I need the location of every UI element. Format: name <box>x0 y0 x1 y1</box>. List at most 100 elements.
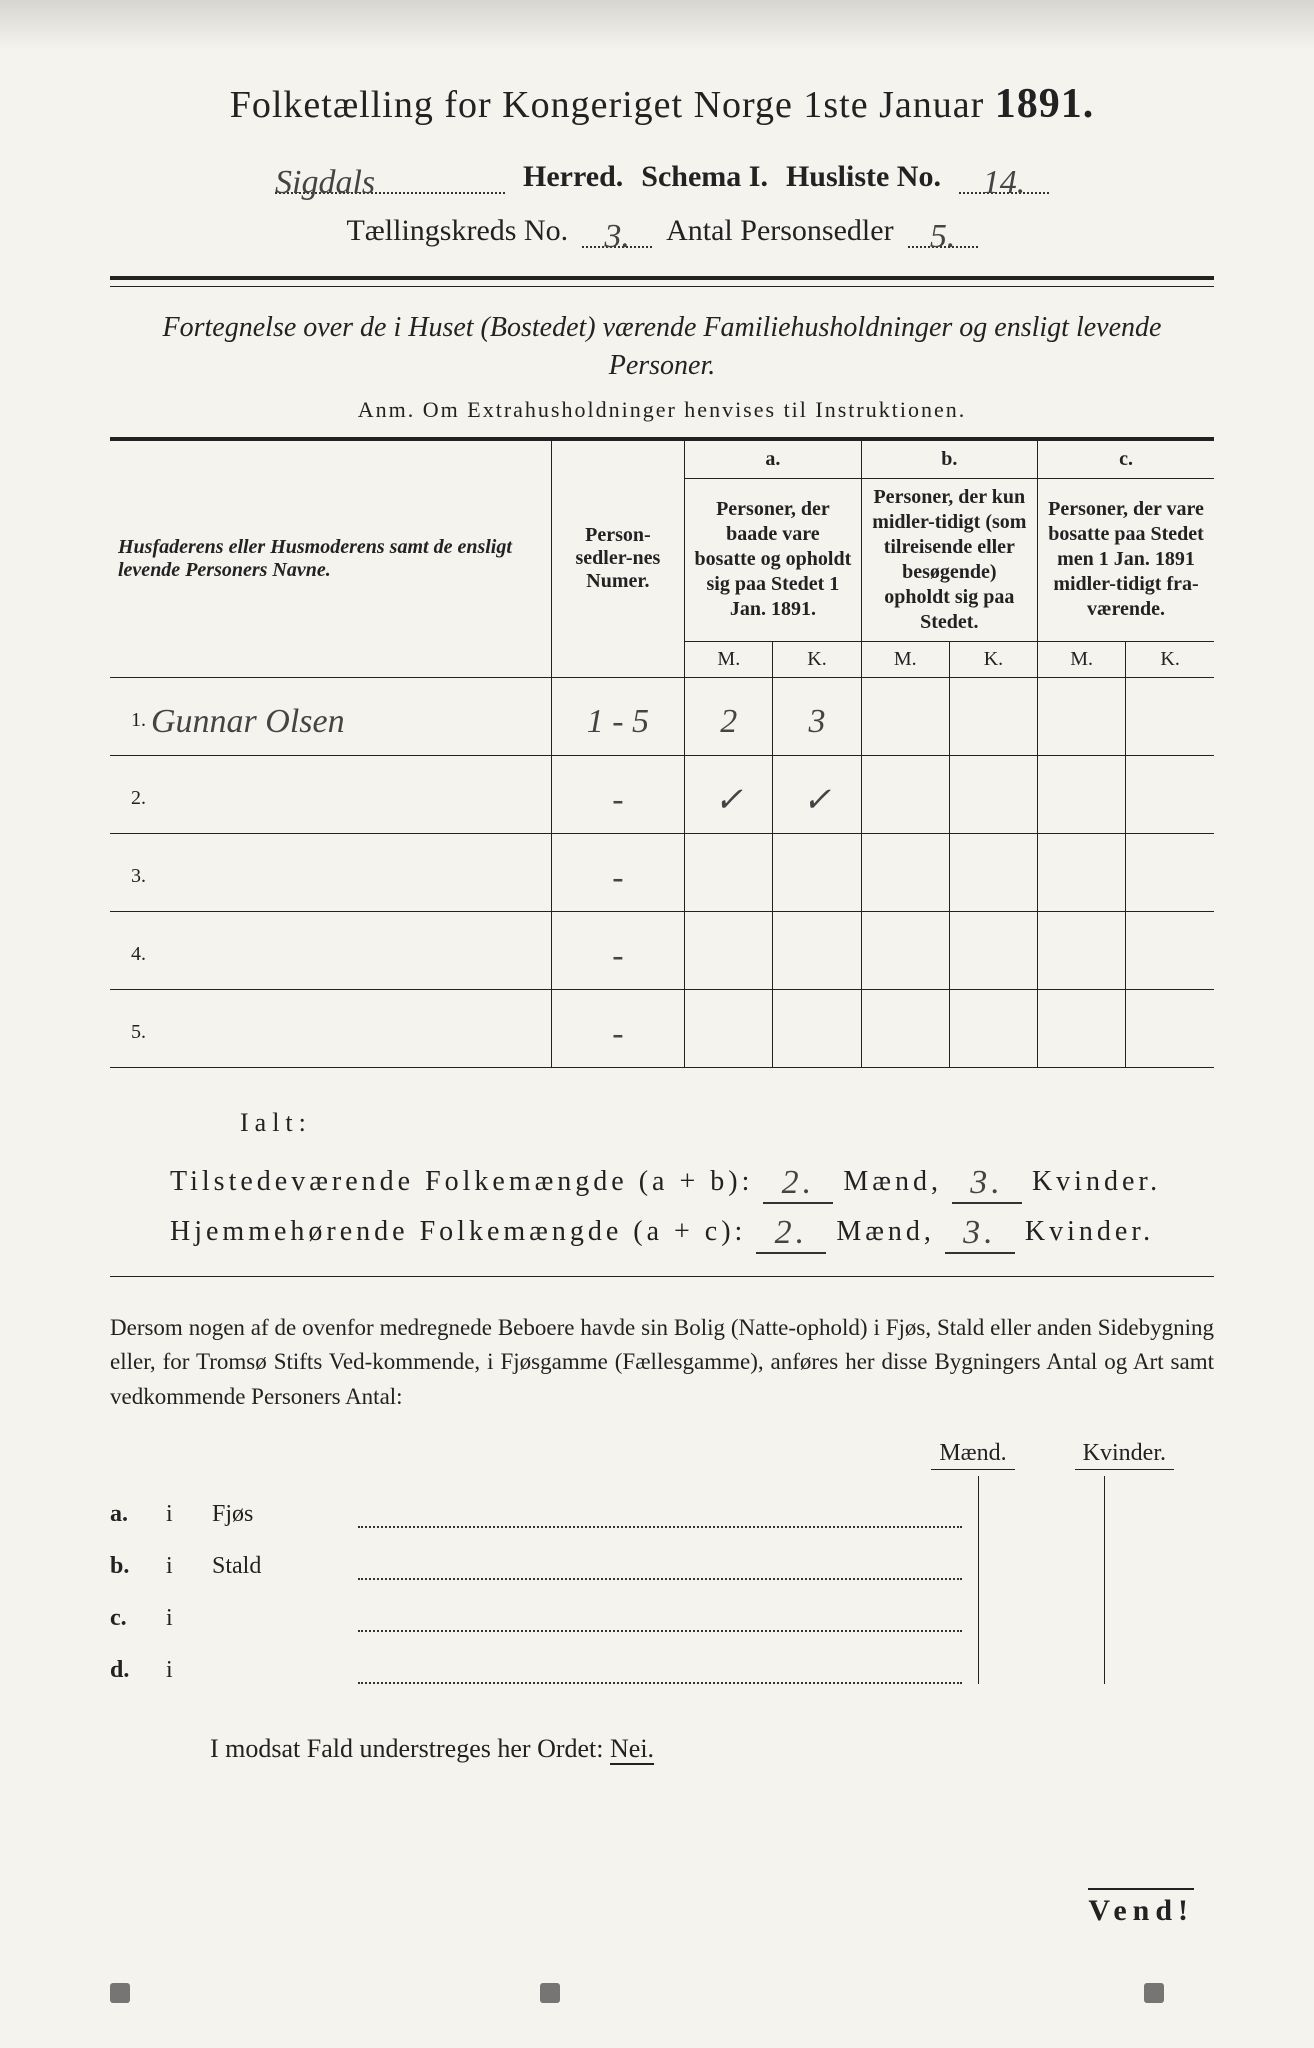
d-i: i <box>166 1657 196 1684</box>
sum1-m: 2. <box>763 1164 833 1204</box>
a-dots <box>358 1504 962 1528</box>
table-row: 4. - <box>110 911 1214 989</box>
bk-cell <box>949 911 1037 989</box>
sum2-label: Hjemmehørende Folkemængde (a + c): <box>170 1216 746 1248</box>
a-lab: a. <box>110 1501 150 1528</box>
ps-cell: - <box>551 911 685 989</box>
herred-label: Herred. <box>523 160 623 194</box>
am-cell: ✓ <box>685 755 773 833</box>
am-cell <box>685 989 773 1067</box>
ialt-label: Ialt: <box>240 1108 1214 1138</box>
sum1-k: 3. <box>952 1164 1022 1204</box>
subtitle: Fortegnelse over de i Huset (Bostedet) v… <box>110 309 1214 385</box>
census-table: Husfaderens eller Husmoderens samt de en… <box>110 438 1214 1068</box>
b-lab: b. <box>110 1553 150 1580</box>
ps-cell: - <box>551 989 685 1067</box>
ps-cell: - <box>551 833 685 911</box>
nei-pre: I modsat Fald understreges her Ordet: <box>210 1734 604 1763</box>
a-txt: Fjøs <box>212 1501 342 1528</box>
ak-cell <box>773 833 861 911</box>
bm-cell <box>861 989 949 1067</box>
name-cell: 5. <box>110 989 551 1067</box>
husliste-value: 14. <box>983 164 1026 201</box>
c-kcol <box>1104 1580 1214 1632</box>
abcd-row-a: a. i Fjøs <box>110 1476 1214 1528</box>
mk-header: Mænd. Kvinder. <box>110 1440 1174 1470</box>
antal-label: Antal Personsedler <box>666 214 893 248</box>
punch-hole-3 <box>1144 1983 1164 2003</box>
rule-4 <box>110 1276 1214 1277</box>
col-ps-header: Person-sedler-nes Numer. <box>551 439 685 677</box>
sum2-m: 2. <box>756 1214 826 1254</box>
c-lab: c. <box>110 1605 150 1632</box>
col-c-top: c. <box>1038 439 1214 478</box>
b-i: i <box>166 1553 196 1580</box>
ck-cell <box>1126 755 1214 833</box>
cm-cell <box>1038 755 1126 833</box>
b-kcol <box>1104 1528 1214 1580</box>
punch-hole-1 <box>110 1983 130 2003</box>
bm-cell <box>861 677 949 755</box>
ps-cell: 1 - 5 <box>551 677 685 755</box>
bm-cell <box>861 755 949 833</box>
bk-cell <box>949 677 1037 755</box>
b-k: K. <box>949 641 1037 677</box>
b-mcol <box>978 1528 1088 1580</box>
cm-cell <box>1038 989 1126 1067</box>
a-mcol <box>978 1476 1088 1528</box>
title-text: Folketælling for Kongeriget Norge 1ste J… <box>230 84 985 126</box>
bk-cell <box>949 755 1037 833</box>
nei-word: Nei. <box>610 1734 654 1763</box>
col-names-header: Husfaderens eller Husmoderens samt de en… <box>110 439 551 677</box>
abcd-row-d: d. i <box>110 1632 1214 1684</box>
ak-cell <box>773 989 861 1067</box>
am-cell <box>685 911 773 989</box>
header-line-1: Sigdals Herred. Schema I. Husliste No. 1… <box>110 158 1214 194</box>
table-row: 1. Gunnar Olsen1 - 523 <box>110 677 1214 755</box>
census-form-page: Folketælling for Kongeriget Norge 1ste J… <box>0 0 1314 2048</box>
vend-label: Vend! <box>1088 1888 1194 1928</box>
punch-hole-2 <box>540 1983 560 2003</box>
bm-cell <box>861 833 949 911</box>
main-title: Folketælling for Kongeriget Norge 1ste J… <box>110 80 1214 128</box>
table-row: 2. -✓✓ <box>110 755 1214 833</box>
name-cell: 1. Gunnar Olsen <box>110 677 551 755</box>
cm-cell <box>1038 911 1126 989</box>
a-letter: a. <box>693 447 852 472</box>
ak-cell <box>773 911 861 989</box>
rule-1 <box>110 276 1214 280</box>
mk-m: Mænd. <box>931 1440 1014 1470</box>
anm-note: Anm. Om Extrahusholdninger henvises til … <box>110 397 1214 423</box>
col-a-desc: Personer, der baade vare bosatte og opho… <box>685 478 861 641</box>
kreds-field: 3. <box>582 212 652 248</box>
b-m: M. <box>861 641 949 677</box>
b-dots <box>358 1556 962 1580</box>
ak-cell: ✓ <box>773 755 861 833</box>
cm-cell <box>1038 677 1126 755</box>
abcd-list: a. i Fjøs b. i Stald c. i d. i <box>110 1476 1214 1684</box>
outbuilding-paragraph: Dersom nogen af de ovenfor medregnede Be… <box>110 1311 1214 1415</box>
mk-k: Kvinder. <box>1075 1440 1174 1470</box>
kvinder-2: Kvinder. <box>1025 1216 1154 1248</box>
schema-label: Schema I. <box>641 160 768 194</box>
rule-2 <box>110 286 1214 287</box>
title-year: 1891. <box>995 81 1095 127</box>
a-k: K. <box>773 641 861 677</box>
name-cell: 4. <box>110 911 551 989</box>
ak-cell: 3 <box>773 677 861 755</box>
am-cell: 2 <box>685 677 773 755</box>
antal-field: 5. <box>908 212 978 248</box>
husliste-label: Husliste No. <box>786 160 941 194</box>
antal-value: 5. <box>930 218 956 255</box>
d-mcol <box>978 1632 1088 1684</box>
name-cell: 2. <box>110 755 551 833</box>
name-cell: 3. <box>110 833 551 911</box>
col-b-desc: Personer, der kun midler-tidigt (som til… <box>861 478 1037 641</box>
d-kcol <box>1104 1632 1214 1684</box>
a-kcol <box>1104 1476 1214 1528</box>
c-k: K. <box>1126 641 1214 677</box>
kreds-label: Tællingskreds No. <box>346 214 568 248</box>
b-txt: Stald <box>212 1553 342 1580</box>
sum-line-2: Hjemmehørende Folkemængde (a + c): 2. Mæ… <box>170 1208 1214 1248</box>
maend-1: Mænd, <box>843 1166 942 1198</box>
